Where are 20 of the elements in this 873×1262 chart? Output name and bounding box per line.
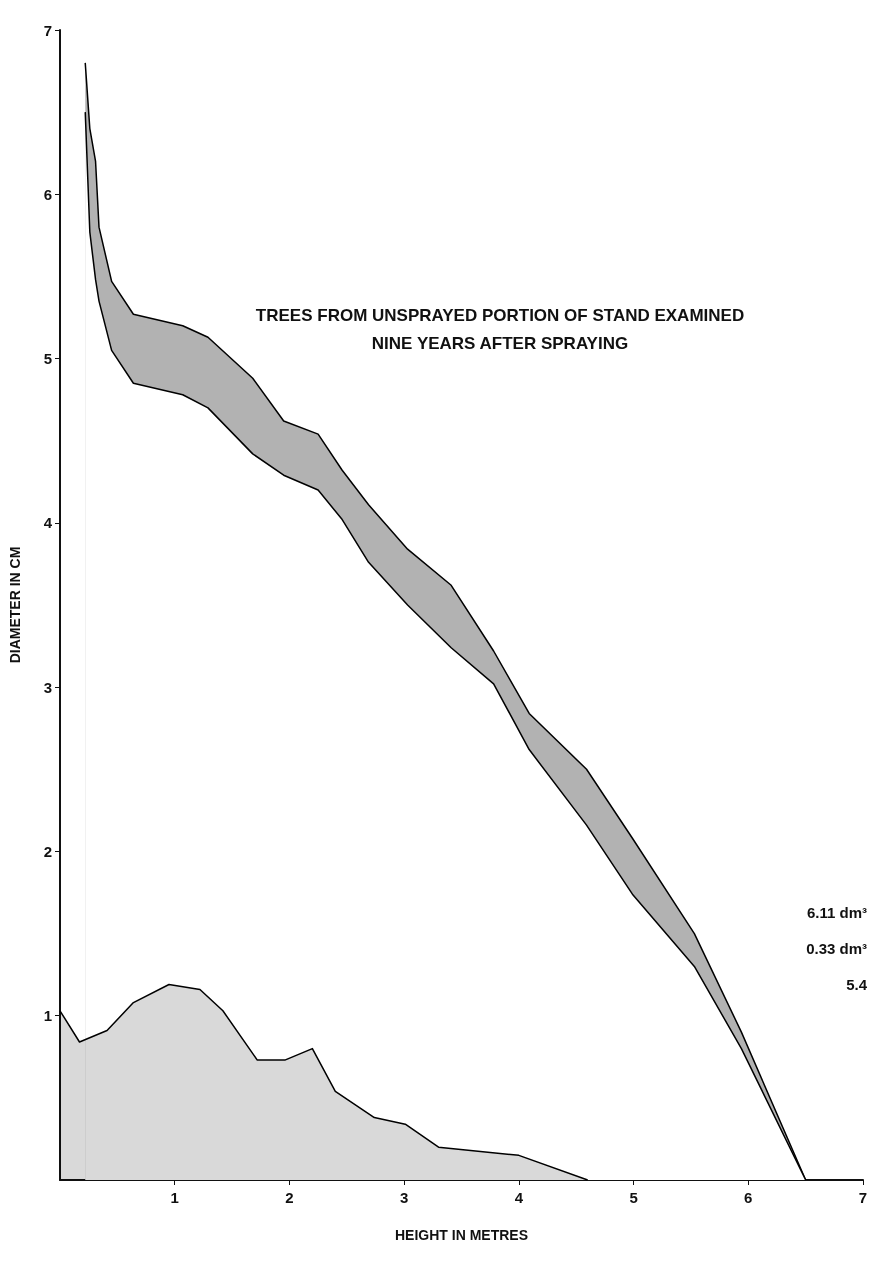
y-tick-label: 5 <box>43 350 52 368</box>
y-tick-label: 6 <box>43 185 52 203</box>
y-tick-label: 7 <box>43 21 52 39</box>
y-tick-label: 2 <box>43 842 52 860</box>
text: TREES FROM UNSPRAYED PORTION OF STAND EXAMINED NINE YEARS AFTER SPRAYING <box>255 305 745 353</box>
x-tick-label: 7 <box>858 1189 868 1206</box>
y-tick-label: 4 <box>43 514 53 532</box>
x-tick-label: 6 <box>744 1189 753 1206</box>
x-tick-label: 1 <box>170 1189 179 1206</box>
x-axis-title: HEIGHT IN METRES <box>394 1227 529 1243</box>
x-tick-label: 2 <box>285 1189 294 1206</box>
y-tick-label: 1 <box>43 1007 52 1025</box>
y-axis-title: DIAMETER IN CM <box>7 546 23 664</box>
annotation: 0.33 dm³ <box>806 940 867 957</box>
x-tick-label: 5 <box>629 1189 638 1206</box>
x-tick-label: 4 <box>514 1189 524 1206</box>
x-tick-label: 3 <box>399 1189 409 1206</box>
annotation: 6.11 dm³ <box>806 904 867 921</box>
annotation: 5.4 <box>846 976 868 993</box>
y-tick-label: 3 <box>43 678 52 696</box>
